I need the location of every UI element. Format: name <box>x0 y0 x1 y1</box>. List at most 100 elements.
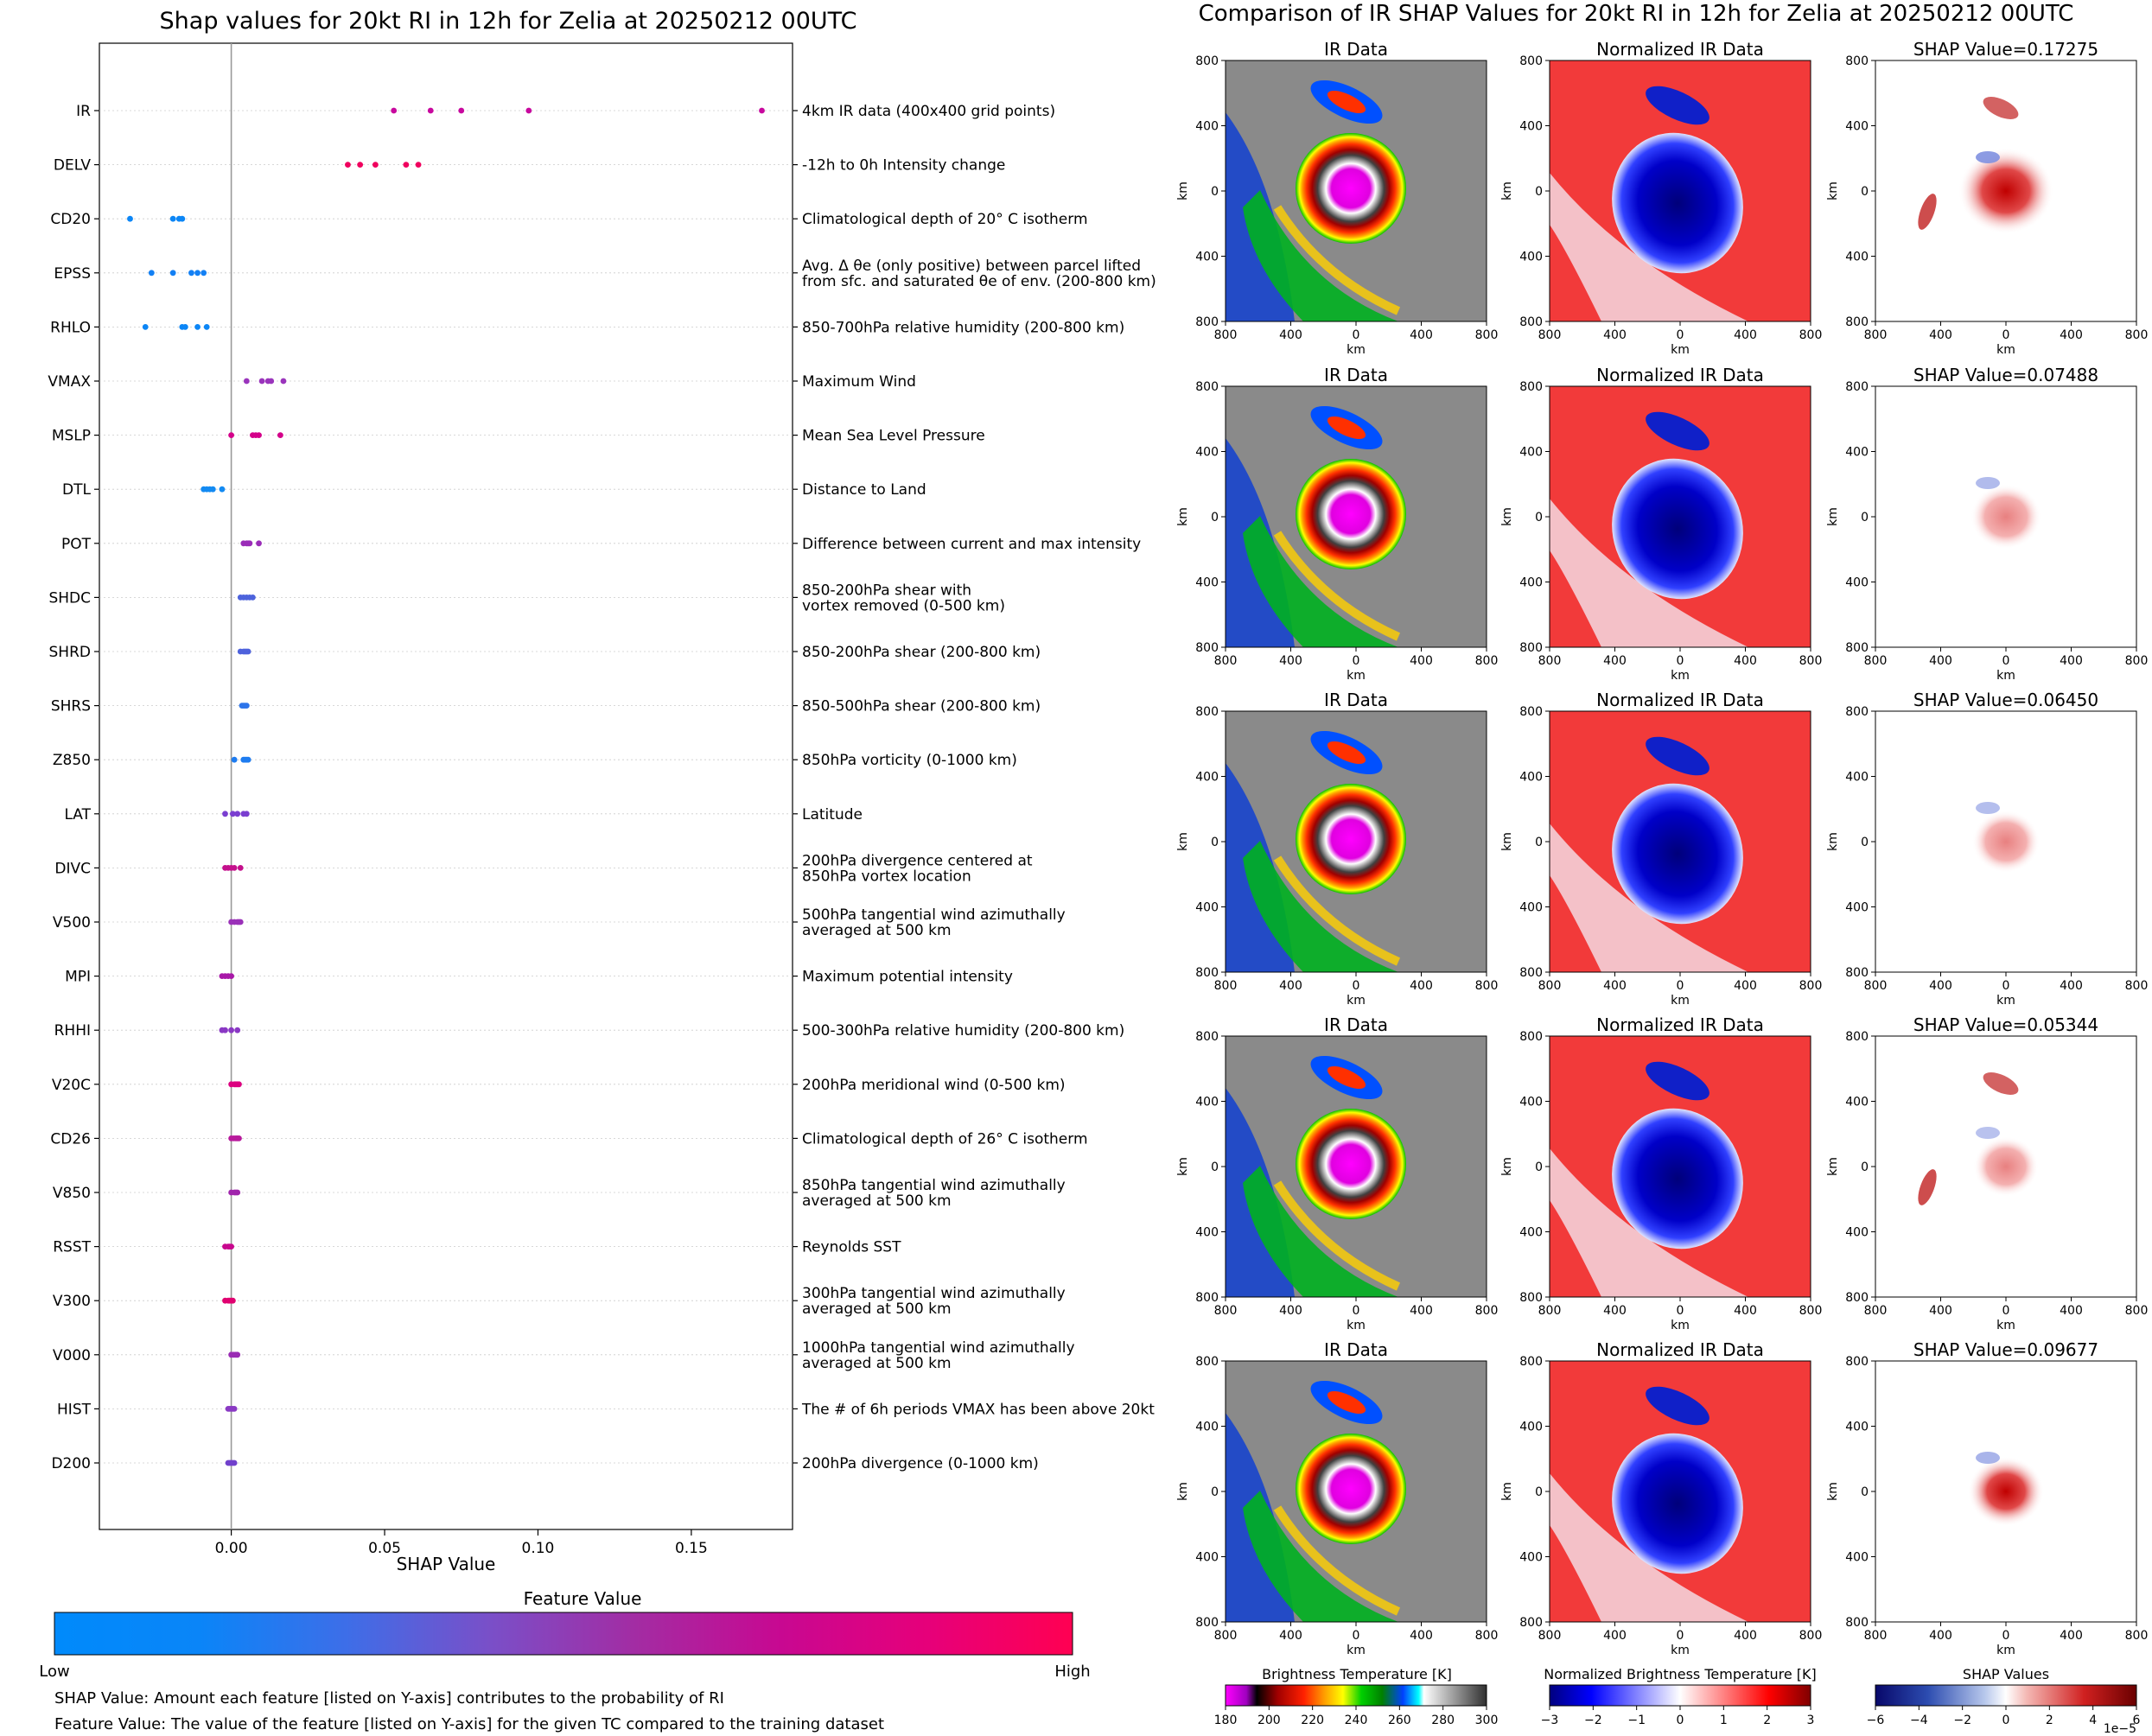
norm-panel-y-tick-label: 400 <box>1519 1551 1543 1565</box>
ir-panel-x-tick-label: 400 <box>1279 1629 1302 1643</box>
feature-description: Difference between current and max inten… <box>802 536 1141 553</box>
ir-rain-band-core <box>1273 855 1401 966</box>
shap-negative-blob <box>1976 477 2000 489</box>
shap-point-lat <box>234 811 241 817</box>
shap-panel-y-tick-label: 800 <box>1845 1616 1869 1630</box>
ir-panel-x-tick-label: 800 <box>1475 1629 1499 1643</box>
ir-panel-ylabel: km <box>1176 1157 1190 1176</box>
ir-panel-x-tick-label: 400 <box>1410 1304 1433 1318</box>
norm-panel-title: Normalized IR Data <box>1596 1339 1764 1360</box>
shap-negative-blob <box>1976 1127 2000 1139</box>
shap-point-mslp <box>277 432 283 438</box>
left-chart-xlabel: SHAP Value <box>397 1554 496 1574</box>
feature-description: Climatological depth of 26° C isotherm <box>802 1130 1088 1148</box>
colorbar-tick-label: −1 <box>1627 1714 1646 1727</box>
feature-name-rhlo: RHLO <box>50 319 91 336</box>
norm-panel-title: Normalized IR Data <box>1596 1014 1764 1035</box>
shap-panel-x-tick-label: 800 <box>2125 328 2149 342</box>
shap-colorbar-label: SHAP Values <box>1963 1666 2049 1682</box>
norm-storm-core <box>1612 783 1743 925</box>
shap-point-ir <box>391 107 398 114</box>
ir-panel-y-tick-label: 400 <box>1195 1421 1219 1434</box>
shap-point-v20c <box>236 1081 242 1088</box>
shap-panel-y-tick-label: 0 <box>1861 836 1869 849</box>
shap-panel-x-tick-label: 800 <box>1864 1304 1888 1318</box>
feature-name-divc: DIVC <box>54 860 91 877</box>
right-figure-title: Comparison of IR SHAP Values for 20kt RI… <box>1199 1 2074 27</box>
norm-panel-x-tick-label: 400 <box>1734 1629 1757 1643</box>
shap-point-v850 <box>234 1189 241 1196</box>
colorbar-tick-label: 200 <box>1257 1714 1281 1727</box>
colorbar-tick-label: 280 <box>1431 1714 1455 1727</box>
feature-name-cd20: CD20 <box>50 211 91 228</box>
norm-panel-x-tick-label: 800 <box>1538 979 1562 993</box>
feature-name-d200: D200 <box>51 1455 91 1472</box>
norm-north-cloud <box>1646 1386 1710 1426</box>
norm-north-cloud <box>1646 411 1710 451</box>
feature-name-v000: V000 <box>53 1347 91 1364</box>
feature-name-rhhi: RHHI <box>54 1022 91 1040</box>
ir-panel-y-tick-label: 800 <box>1195 315 1219 329</box>
feature-description-line1: 850-200hPa shear with <box>802 582 971 599</box>
shap-negative-blob <box>1976 1452 2000 1464</box>
shap-point-ir <box>759 107 765 114</box>
norm-panel-x-tick-label: 400 <box>1734 328 1757 342</box>
colorbar-tick-label: 1 <box>1720 1714 1728 1727</box>
ir-panel-x-tick-label: 400 <box>1410 1629 1433 1643</box>
shap-panel-x-tick-label: 800 <box>2125 1629 2149 1643</box>
norm-panel-y-tick-label: 400 <box>1519 1421 1543 1434</box>
feature-description: 850-700hPa relative humidity (200-800 km… <box>802 319 1124 336</box>
ir-panel-x-tick-label: 0 <box>1353 654 1360 668</box>
norm-panel-x-tick-label: 800 <box>1799 1629 1823 1643</box>
shap-point-shrs <box>243 703 250 709</box>
shap-point-delv <box>357 162 364 169</box>
shap-point-delv <box>372 162 379 169</box>
ir-panel-x-tick-label: 400 <box>1279 979 1302 993</box>
feature-name-mslp: MSLP <box>52 428 91 445</box>
shap-panel-y-tick-label: 800 <box>1845 1355 1869 1369</box>
shap-colorbar: SHAP Values −6 −4 −2 0 2 4 6 1e−5 <box>1867 1666 2141 1736</box>
norm-panel-y-tick-label: 400 <box>1519 446 1543 460</box>
shap-panel-xlabel: km <box>1996 343 2015 357</box>
bt-colorbar-label: Brightness Temperature [K] <box>1262 1666 1452 1682</box>
feature-name-v500: V500 <box>53 914 91 932</box>
shap-point-shrd <box>245 648 251 655</box>
shap-panel-x-tick-label: 400 <box>2060 1304 2083 1318</box>
shap-panel-y-tick-label: 400 <box>1845 251 1869 264</box>
shap-point-delv <box>415 162 422 169</box>
shap-panel-x-tick-label: 0 <box>2002 979 2010 993</box>
colorbar-tick-label: 2 <box>1763 1714 1771 1727</box>
shap-point-epss <box>148 270 155 277</box>
shap-point-mslp <box>256 432 262 438</box>
norm-panel-x-tick-label: 0 <box>1677 1304 1684 1318</box>
norm-panel-y-tick-label: 0 <box>1535 185 1543 199</box>
shap-panel-x-tick-label: 800 <box>1864 1629 1888 1643</box>
shap-panel-y-tick-label: 800 <box>1845 966 1869 980</box>
feature-description-line2: 850hPa vortex location <box>802 868 971 885</box>
ir-panel-x-tick-label: 400 <box>1279 1304 1302 1318</box>
feature-description-line1: 500hPa tangential wind azimuthally <box>802 906 1066 924</box>
ir-panel-y-tick-label: 400 <box>1195 901 1219 915</box>
ir-north-cloud-core <box>1327 1065 1366 1090</box>
feature-description: 200hPa divergence (0-1000 km) <box>802 1455 1039 1472</box>
feature-description: Latitude <box>802 806 863 823</box>
shap-panel-y-tick-label: 800 <box>1845 380 1869 394</box>
norm-north-cloud <box>1646 86 1710 125</box>
shap-colorbar-bar <box>1875 1684 2137 1707</box>
shap-panel-ylabel: km <box>1826 1157 1840 1176</box>
feature-description: Climatological depth of 20° C isotherm <box>802 211 1088 228</box>
norm-band <box>1550 1148 1748 1297</box>
shap-panel-title: SHAP Value=0.05344 <box>1913 1014 2098 1035</box>
shap-center-blob <box>1971 484 2041 550</box>
shap-negative-blob <box>1976 802 2000 814</box>
norm-panel-x-tick-label: 400 <box>1603 1304 1627 1318</box>
ir-panel-xlabel: km <box>1347 1319 1366 1332</box>
ir-panel-x-tick-label: 800 <box>1214 328 1238 342</box>
shap-panel-x-tick-label: 400 <box>1929 1304 1952 1318</box>
ir-panel-y-tick-label: 400 <box>1195 120 1219 134</box>
norm-band <box>1550 499 1748 647</box>
feature-description: 4km IR data (400x400 grid points) <box>802 103 1055 120</box>
ir-panel-x-tick-label: 0 <box>1353 979 1360 993</box>
x-tick-label: 0.05 <box>368 1540 401 1557</box>
norm-panel-title: Normalized IR Data <box>1596 39 1764 60</box>
